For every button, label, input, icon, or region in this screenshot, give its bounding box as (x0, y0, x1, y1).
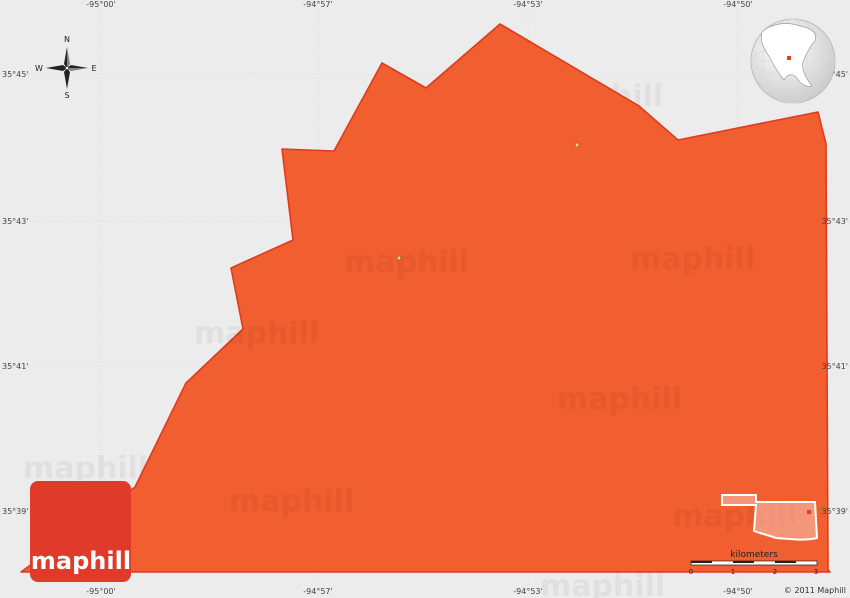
watermark: maphill (23, 451, 148, 486)
compass-north: N (64, 35, 70, 44)
lon-label-top: -94°57' (303, 0, 332, 9)
logo-box (30, 481, 131, 582)
north-america-shape (760, 23, 816, 87)
lat-label-right: 35°45' (821, 70, 848, 79)
lon-label-top: -94°50' (723, 0, 752, 9)
state-locator (721, 494, 819, 541)
compass-west: W (35, 64, 43, 73)
county-region (20, 23, 831, 573)
scale-tick-label: 0 (689, 568, 693, 576)
lat-label-right: 35°43' (821, 217, 848, 226)
locator-globe (750, 18, 836, 104)
longitude-labels: -95°00' -94°57' -94°53' -94°50' -95°00' … (86, 0, 752, 596)
scale-segment (691, 561, 712, 563)
copyright-notice: © 2011 Maphill (784, 586, 846, 595)
globe-location-marker (787, 56, 791, 60)
scale-segment (733, 561, 754, 563)
lon-label-bottom: -95°00' (86, 587, 115, 596)
lon-label-bottom: -94°50' (723, 587, 752, 596)
watermark: maphill (344, 245, 469, 280)
lon-label-bottom: -94°57' (303, 587, 332, 596)
watermark: maphill (540, 569, 665, 598)
scale-segment (775, 561, 796, 563)
scale-title: kilometers (730, 550, 778, 560)
compass-rose: N S W E (35, 35, 96, 100)
place-marker (396, 255, 402, 261)
lat-label-left: 35°43' (2, 217, 29, 226)
logo-text: maphill (31, 547, 131, 575)
lat-label-left: 35°41' (2, 362, 29, 371)
lat-label-right: 35°39' (821, 507, 848, 516)
latitude-labels: 35°45' 35°43' 35°41' 35°39' 35°45' 35°43… (2, 70, 848, 516)
place-marker (574, 142, 580, 148)
compass-icon (46, 47, 88, 89)
compass-east: E (91, 64, 96, 73)
scale-tick-label: 2 (773, 568, 777, 576)
watermark: maphill (557, 382, 682, 417)
watermark: maphill (630, 242, 755, 277)
lon-label-top: -95°00' (86, 0, 115, 9)
oklahoma-outline-icon (721, 494, 819, 541)
watermark: maphill (194, 316, 319, 351)
watermark: maphill (229, 484, 354, 519)
lat-label-right: 35°41' (821, 362, 848, 371)
lat-label-left: 35°39' (2, 507, 29, 516)
scale-tick-label: 3 (814, 568, 818, 576)
state-location-marker (807, 510, 811, 514)
scale-tick-label: 1 (731, 568, 735, 576)
lon-label-bottom: -94°53' (513, 587, 542, 596)
lon-label-top: -94°53' (513, 0, 542, 9)
maphill-logo[interactable]: maphill (30, 481, 131, 582)
scale-bar: kilometers 0 1 2 3 (689, 550, 818, 576)
lat-label-left: 35°45' (2, 70, 29, 79)
compass-south: S (64, 91, 69, 100)
place-markers (396, 142, 580, 261)
